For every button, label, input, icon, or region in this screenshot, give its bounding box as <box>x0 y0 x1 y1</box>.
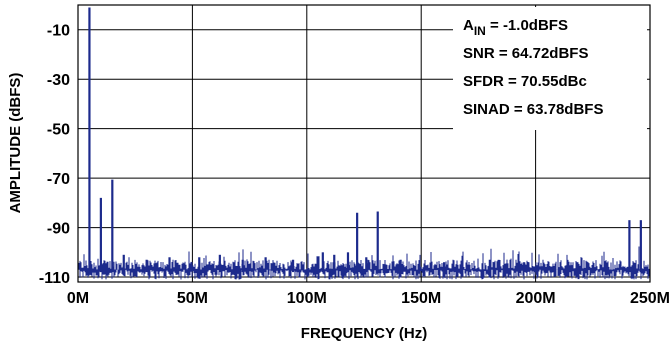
annotation-line: AIN = -1.0dBFS <box>463 17 568 38</box>
y-tick-label: -10 <box>47 23 70 40</box>
annotation-box <box>453 7 647 130</box>
y-tick-label: -90 <box>47 221 70 238</box>
y-axis-title: AMPLITUDE (dBFS) <box>7 73 24 214</box>
x-tick-label: 200M <box>516 290 556 307</box>
x-tick-label: 0M <box>67 290 89 307</box>
annotation-line: SNR = 64.72dBFS <box>463 45 588 62</box>
plot-frame <box>77 4 651 283</box>
y-tick-label: -110 <box>39 270 70 287</box>
y-tick-label: -70 <box>47 171 70 188</box>
x-tick-label: 100M <box>287 290 327 307</box>
spur-markers <box>88 7 642 273</box>
x-tick-labels: 0M 50M 100M 150M 200M 250M <box>67 290 670 307</box>
x-tick-label: 50M <box>177 290 208 307</box>
annotation-block: AIN = -1.0dBFS SNR = 64.72dBFS SFDR = 70.5… <box>463 17 603 118</box>
x-axis-title: FREQUENCY (Hz) <box>301 325 427 342</box>
annotation-line: SINAD = 63.78dBFS <box>463 101 603 118</box>
y-tick-label: -30 <box>47 72 70 89</box>
annotation-line: SFDR = 70.55dBc <box>463 73 587 90</box>
y-tick-labels: -10 -30 -50 -70 -90 -110 <box>39 23 70 287</box>
y-tick-label: -50 <box>47 122 70 139</box>
x-tick-label: 250M <box>630 290 670 307</box>
x-tick-label: 150M <box>401 290 441 307</box>
